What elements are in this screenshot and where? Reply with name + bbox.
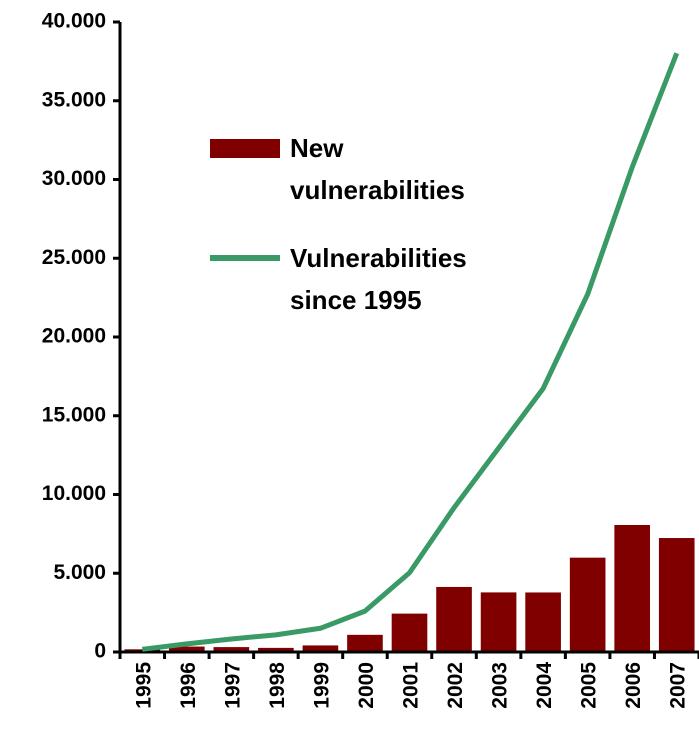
bar: [658, 538, 695, 652]
bar: [347, 634, 383, 652]
bar: [436, 586, 472, 652]
bar: [480, 592, 517, 652]
x-tick-label: 1996: [177, 662, 200, 709]
x-tick-label: 2003: [489, 662, 512, 709]
bar: [258, 647, 294, 652]
bar: [391, 613, 428, 652]
y-tick-label: 30.000: [42, 167, 106, 190]
x-tick-label: 2001: [400, 662, 423, 709]
y-tick-label: 10.000: [42, 482, 106, 505]
x-tick-label: 1997: [221, 662, 244, 709]
x-tick-label: 1999: [310, 662, 333, 709]
legend-line: vulnerabilities: [290, 175, 465, 205]
legend-swatch: [210, 139, 280, 158]
legend-label: New vulnerabilities: [290, 133, 465, 205]
x-tick-label: 2002: [444, 662, 467, 709]
bar: [302, 645, 339, 652]
legend-label: Vulnerabilities since 1995: [290, 243, 467, 315]
x-tick-label: 2007: [667, 662, 690, 709]
x-tick-label: 2004: [533, 662, 556, 709]
bar: [213, 647, 250, 652]
bar: [614, 524, 651, 652]
bar: [569, 557, 606, 652]
y-tick-label: 0: [94, 640, 106, 663]
x-tick-label: 2005: [578, 662, 601, 709]
y-tick-label: 20.000: [42, 325, 106, 348]
legend-line: since 1995: [290, 285, 422, 315]
y-tick-label: 5.000: [53, 561, 106, 584]
line: [141, 52, 680, 652]
y-tick-label: 35.000: [42, 88, 106, 111]
y-tick-label: 15.000: [42, 403, 106, 426]
bar: [168, 646, 205, 652]
legend-line: New: [290, 133, 344, 163]
bar: [525, 592, 561, 652]
x-tick-label: 2000: [355, 662, 378, 709]
y-tick-label: 25.000: [42, 246, 106, 269]
y-tick-label: 40.000: [42, 10, 106, 33]
x-tick-label: 1995: [132, 662, 155, 709]
x-tick-label: 1998: [266, 662, 289, 709]
legend-line: Vulnerabilities: [290, 243, 467, 273]
x-tick-label: 2006: [622, 662, 645, 709]
